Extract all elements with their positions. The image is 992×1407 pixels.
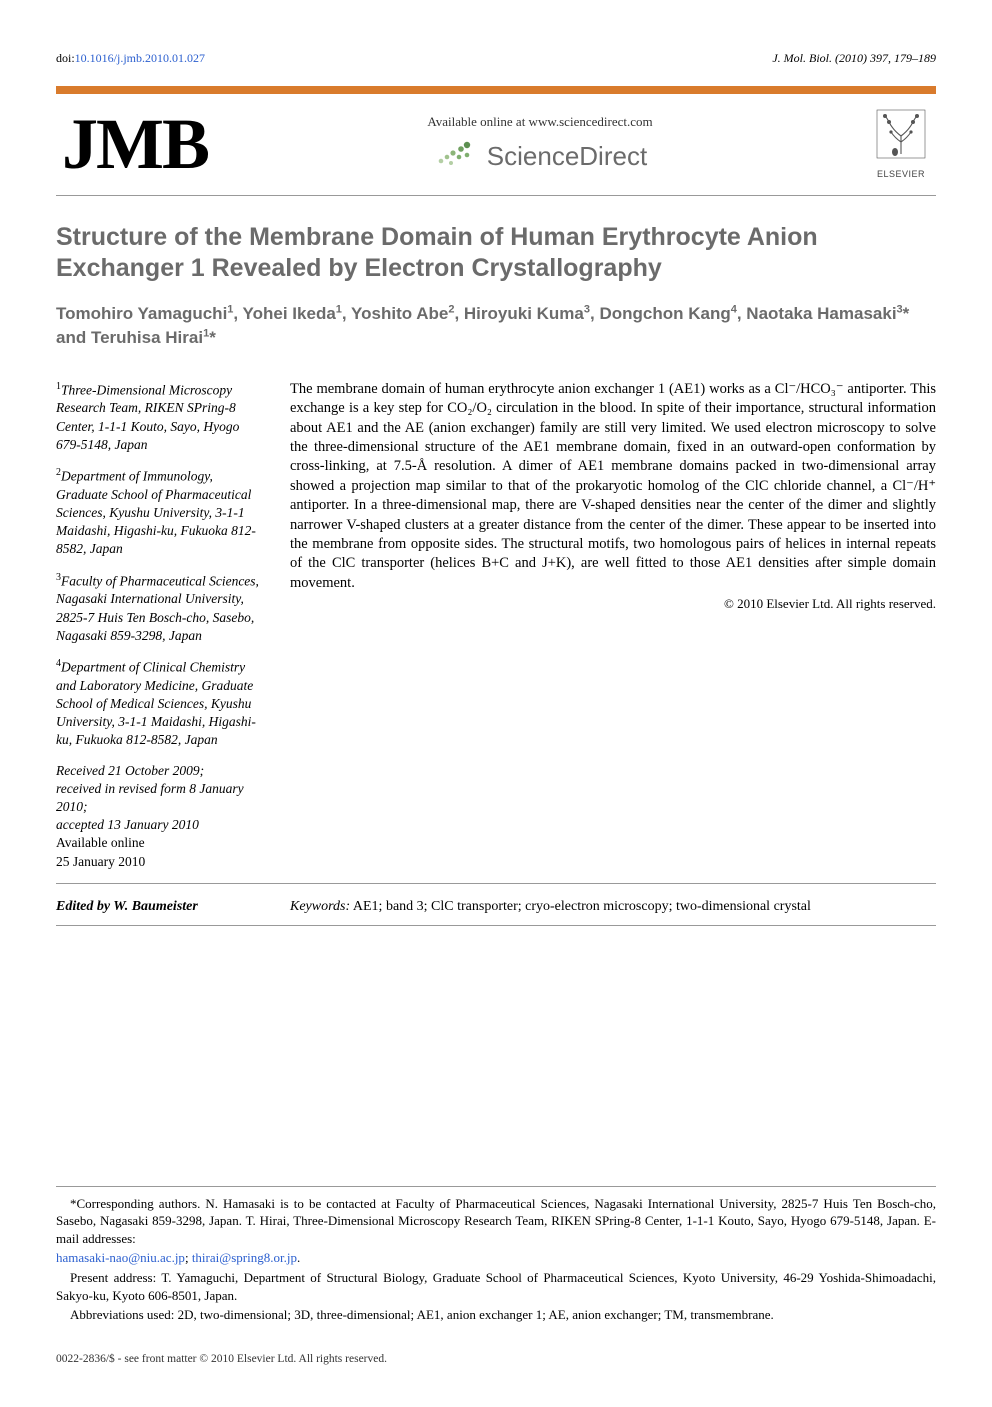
journal-reference: J. Mol. Biol. (2010) 397, 179–189 xyxy=(772,50,936,66)
online-label: Available online xyxy=(56,835,145,850)
keywords-label: Keywords: xyxy=(290,899,350,914)
affiliation: 1Three-Dimensional Microscopy Research T… xyxy=(56,380,266,454)
author-list: Tomohiro Yamaguchi1, Yohei Ikeda1, Yoshi… xyxy=(56,302,936,350)
revised-date: received in revised form 8 January 2010; xyxy=(56,781,244,814)
elsevier-text: ELSEVIER xyxy=(866,168,936,180)
affiliation: 3Faculty of Pharmaceutical Sciences, Nag… xyxy=(56,571,266,645)
sd-logo-row: ScienceDirect xyxy=(232,137,848,175)
available-online-text: Available online at www.sciencedirect.co… xyxy=(232,113,848,131)
affiliations-column: 1Three-Dimensional Microscopy Research T… xyxy=(56,380,266,871)
journal-header: JMB Available online at www.sciencedirec… xyxy=(56,86,936,195)
sciencedirect-block: Available online at www.sciencedirect.co… xyxy=(232,113,848,175)
sciencedirect-name: ScienceDirect xyxy=(487,139,647,174)
jmb-logo: JMB xyxy=(56,112,214,177)
doi-block: doi:10.1016/j.jmb.2010.01.027 xyxy=(56,50,205,66)
keywords-text: AE1; band 3; ClC transporter; cryo-elect… xyxy=(353,899,811,914)
abbreviations: Abbreviations used: 2D, two-dimensional;… xyxy=(56,1306,936,1324)
elsevier-tree-icon xyxy=(875,148,927,164)
article-title: Structure of the Membrane Domain of Huma… xyxy=(56,222,936,285)
received-date: Received 21 October 2009; xyxy=(56,763,204,778)
keywords-row: Edited by W. Baumeister Keywords: AE1; b… xyxy=(56,898,936,926)
copyright-line: © 2010 Elsevier Ltd. All rights reserved… xyxy=(290,595,936,613)
edited-by: Edited by W. Baumeister xyxy=(56,898,266,917)
keywords-block: Keywords: AE1; band 3; ClC transporter; … xyxy=(290,898,936,917)
corresponding-authors: *Corresponding authors. N. Hamasaki is t… xyxy=(56,1195,936,1248)
elsevier-logo: ELSEVIER xyxy=(866,108,936,180)
email-link-2[interactable]: thirai@spring8.or.jp xyxy=(192,1250,297,1265)
accepted-date: accepted 13 January 2010 xyxy=(56,817,199,832)
email-sep: ; xyxy=(185,1250,192,1265)
abstract-column: The membrane domain of human erythrocyte… xyxy=(290,380,936,871)
doi-link[interactable]: 10.1016/j.jmb.2010.01.027 xyxy=(75,51,205,65)
affiliation: 2Department of Immunology, Graduate Scho… xyxy=(56,466,266,559)
doi-journal-row: doi:10.1016/j.jmb.2010.01.027 J. Mol. Bi… xyxy=(56,50,936,66)
article-dates: Received 21 October 2009; received in re… xyxy=(56,762,266,871)
online-date: 25 January 2010 xyxy=(56,854,145,869)
footer-copyright: 0022-2836/$ - see front matter © 2010 El… xyxy=(56,1352,936,1368)
abstract-text: The membrane domain of human erythrocyte… xyxy=(290,380,936,594)
footnotes-block: *Corresponding authors. N. Hamasaki is t… xyxy=(56,1186,936,1324)
corresponding-text: *Corresponding authors. N. Hamasaki is t… xyxy=(56,1196,936,1246)
present-address: Present address: T. Yamaguchi, Departmen… xyxy=(56,1269,936,1304)
doi-label: doi: xyxy=(56,51,75,65)
email-line: hamasaki-nao@niu.ac.jp; thirai@spring8.o… xyxy=(56,1249,936,1267)
abstract-affil-row: 1Three-Dimensional Microscopy Research T… xyxy=(56,380,936,884)
affiliation: 4Department of Clinical Chemistry and La… xyxy=(56,657,266,750)
sd-dots-icon xyxy=(433,137,477,175)
email-end: . xyxy=(297,1250,300,1265)
email-link-1[interactable]: hamasaki-nao@niu.ac.jp xyxy=(56,1250,185,1265)
